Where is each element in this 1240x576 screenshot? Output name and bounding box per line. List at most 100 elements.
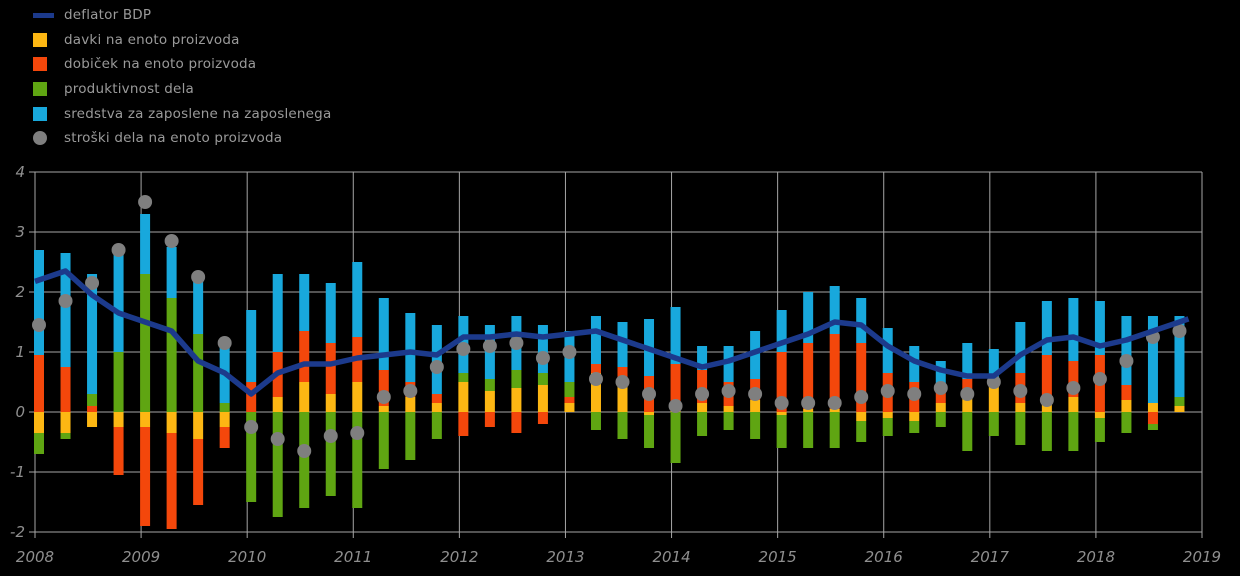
bar-segment-produktivnost: [219, 403, 230, 412]
bar-segment-produktivnost: [750, 412, 761, 439]
bar-segment-davki: [1174, 406, 1185, 412]
bar-segment-dobicek: [829, 334, 840, 409]
bar-segment-sredstva: [325, 283, 336, 343]
bar-segment-produktivnost: [87, 394, 98, 406]
deflator-line-swatch-icon: [33, 12, 54, 18]
bar-segment-davki: [1015, 403, 1026, 412]
x-tick-label: 2015: [759, 548, 797, 566]
ulc-dot: [1172, 324, 1187, 338]
bar-segment-davki: [723, 406, 734, 412]
bar-segment-sredstva: [935, 361, 946, 385]
ulc-dot: [32, 318, 46, 332]
bar-segment-dobicek: [378, 370, 389, 406]
bar-segment-produktivnost: [34, 433, 44, 454]
y-tick-label: -1: [10, 463, 25, 481]
legend-label: produktivnost dela: [64, 81, 194, 98]
bar-segment-davki: [484, 391, 495, 412]
bar-segment-sredstva: [962, 343, 973, 379]
stroski-swatch-icon: [33, 131, 47, 146]
bar-segment-sredstva: [299, 274, 310, 331]
ulc-dot: [535, 351, 550, 365]
legend-item-produktivnost: produktivnost dela: [33, 77, 331, 102]
bar-segment-produktivnost: [670, 412, 681, 463]
x-tick-label: 2017: [971, 548, 1010, 566]
ulc-dot: [854, 390, 869, 404]
x-tick-label: 2018: [1077, 548, 1115, 566]
bar-segment-davki: [325, 394, 336, 412]
bar-segment-davki: [935, 403, 946, 412]
bar-segment-davki: [1041, 403, 1052, 412]
bar-segment-davki: [299, 382, 310, 412]
bar-segment-davki: [882, 412, 893, 418]
bar-segment-sredstva: [723, 346, 734, 382]
bar-segment-dobicek: [246, 382, 257, 412]
bar-segment-produktivnost: [1068, 412, 1079, 451]
bar-segment-sredstva: [378, 298, 389, 370]
bar-segment-sredstva: [352, 262, 363, 337]
bar-segment-davki: [962, 397, 973, 412]
bar-segment-davki: [909, 412, 920, 421]
bar-segment-dobicek: [193, 439, 204, 505]
ulc-dot: [721, 384, 736, 398]
bar-segment-dobicek: [511, 412, 522, 433]
bar-segment-dobicek: [484, 412, 495, 427]
ulc-dot: [138, 195, 153, 209]
bar-segment-dobicek: [537, 412, 548, 424]
ulc-dot: [350, 426, 365, 440]
legend-label: stroški dela na enoto proizvoda: [64, 130, 283, 147]
bar-segment-sredstva: [34, 250, 44, 355]
bar-segment-sredstva: [113, 253, 124, 352]
ulc-dot: [774, 396, 789, 410]
ulc-dot: [429, 360, 444, 374]
davki-swatch-icon: [33, 32, 47, 47]
bar-segment-sredstva: [803, 292, 814, 343]
bar-segment-davki: [272, 397, 283, 412]
bar-segment-produktivnost: [644, 415, 655, 448]
bar-segment-davki: [617, 382, 628, 412]
ulc-dot: [244, 420, 259, 434]
x-tick-label: 2019: [1183, 548, 1221, 566]
bar-segment-dobicek: [670, 364, 681, 406]
dobicek-swatch-icon: [33, 57, 47, 72]
x-tick-label: 2012: [440, 548, 478, 566]
bar-segment-sredstva: [1147, 316, 1158, 403]
bar-segment-dobicek: [1121, 385, 1132, 400]
y-tick-label: 2: [15, 283, 25, 301]
y-tick-label: 1: [15, 343, 25, 361]
bar-segment-sredstva: [1041, 301, 1052, 355]
ulc-dot: [615, 375, 630, 389]
bar-segment-sredstva: [617, 322, 628, 367]
bar-segment-dobicek: [1041, 355, 1052, 403]
bar-segment-dobicek: [166, 433, 177, 529]
ulc-dot: [907, 387, 922, 401]
bar-segment-produktivnost: [776, 415, 787, 448]
bar-segment-produktivnost: [458, 373, 469, 382]
bar-segment-davki: [193, 412, 204, 439]
bar-segment-dobicek: [34, 355, 44, 412]
bar-segment-produktivnost: [988, 412, 999, 436]
bar-segment-produktivnost: [856, 421, 867, 442]
legend-label: sredstva za zaposlene na zaposlenega: [64, 105, 332, 122]
bar-segment-davki: [776, 412, 787, 415]
bar-segment-dobicek: [87, 406, 98, 412]
bar-segment-sredstva: [1068, 298, 1079, 361]
bar-segment-produktivnost: [909, 421, 920, 433]
bar-segment-davki: [1094, 412, 1105, 418]
bar-segment-produktivnost: [246, 412, 257, 502]
ulc-dot: [827, 396, 842, 410]
bar-segment-sredstva: [856, 298, 867, 343]
bar-segment-sredstva: [1094, 301, 1105, 355]
bar-segment-dobicek: [590, 364, 601, 373]
bar-segment-produktivnost: [829, 412, 840, 448]
ulc-dot: [1013, 384, 1028, 398]
bar-segment-dobicek: [325, 343, 336, 394]
ulc-dot: [164, 234, 179, 248]
bar-segment-davki: [34, 412, 44, 433]
ulc-dot: [509, 336, 524, 350]
legend-label: dobiček na enoto proizvoda: [64, 56, 257, 73]
bar-segment-davki: [378, 406, 389, 412]
bar-segment-davki: [405, 397, 416, 412]
x-tick-label: 2008: [16, 548, 54, 566]
bar-segment-davki: [113, 412, 124, 427]
ulc-dot: [297, 444, 312, 458]
